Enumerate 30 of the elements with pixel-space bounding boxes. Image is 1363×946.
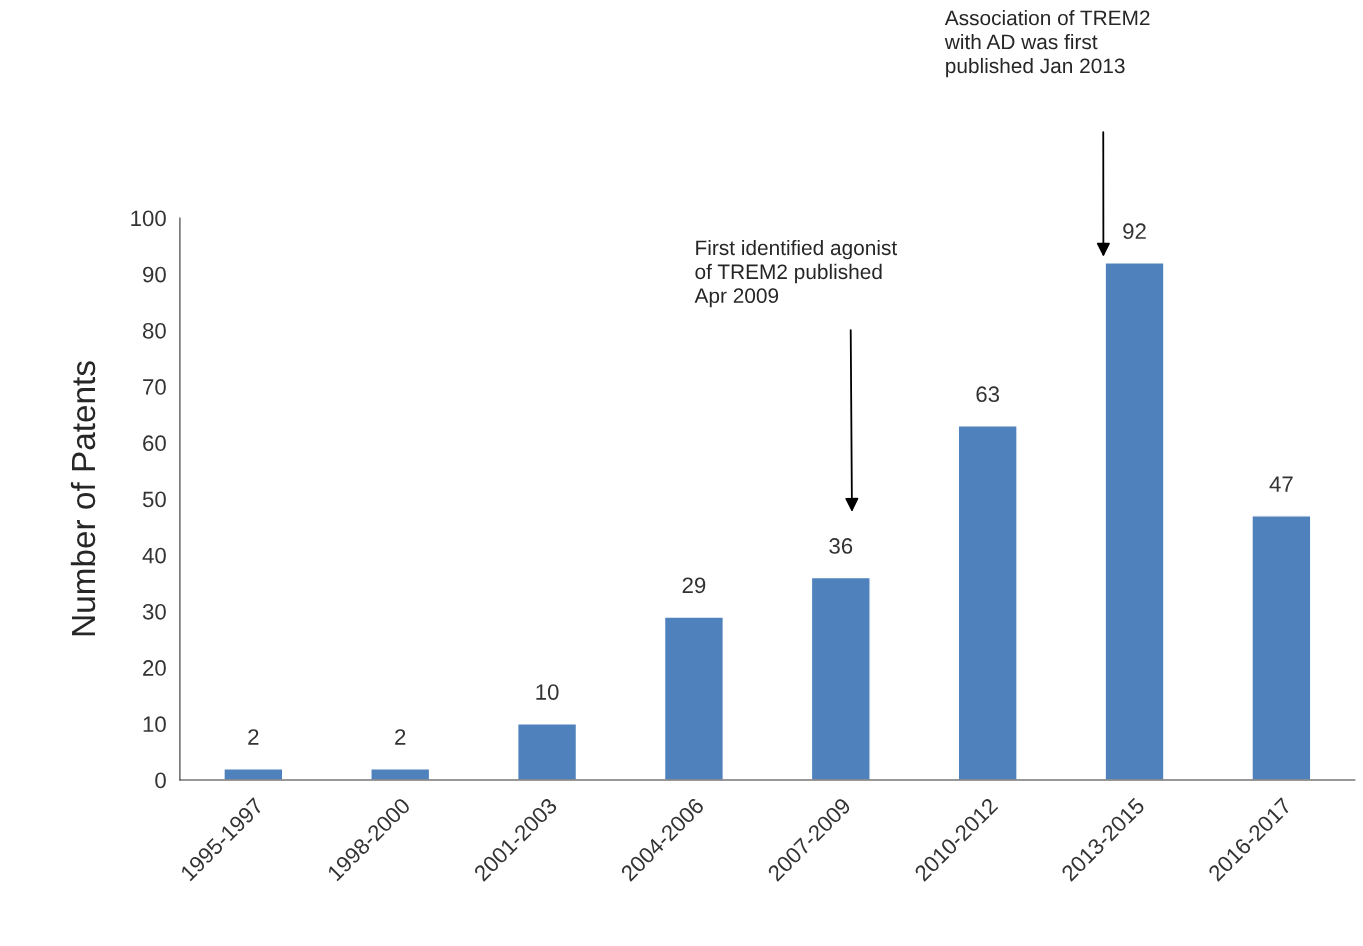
y-tick-label: 10 — [143, 716, 166, 733]
bar — [1251, 515, 1312, 780]
data-label: 2 — [248, 729, 259, 745]
data-label: 47 — [1269, 476, 1293, 492]
data-label: 2 — [395, 729, 406, 745]
bar — [370, 768, 431, 780]
y-tick-label: 40 — [142, 547, 166, 564]
y-tick-label: 20 — [143, 660, 166, 676]
bar — [957, 425, 1018, 780]
y-tick-label: 60 — [143, 435, 166, 452]
y-tick-label: 100 — [131, 210, 166, 227]
annotation: First identified agonist of TREM2 published Apr 2009 — [694, 239, 898, 308]
bar — [663, 616, 725, 780]
y-tick-label: 90 — [143, 266, 166, 283]
y-tick-label: 50 — [142, 491, 166, 508]
data-label: 36 — [829, 538, 853, 554]
y-tick-label: 30 — [142, 603, 166, 620]
data-label: 10 — [536, 684, 559, 700]
data-label: 29 — [682, 577, 706, 594]
bar — [517, 723, 578, 780]
y-tick-label: 70 — [143, 379, 166, 395]
y-tick-label: 80 — [142, 322, 166, 339]
bar — [1104, 262, 1165, 780]
bar — [810, 576, 871, 780]
text: Association of TREM2 with AD was first published Jan 2013 — [944, 10, 1150, 78]
y-axis-title: Number of Patents — [70, 361, 96, 636]
bar — [223, 768, 284, 780]
data-label: 92 — [1123, 223, 1146, 240]
data-label: 63 — [976, 386, 1000, 403]
y-tick-label: 0 — [155, 772, 166, 789]
